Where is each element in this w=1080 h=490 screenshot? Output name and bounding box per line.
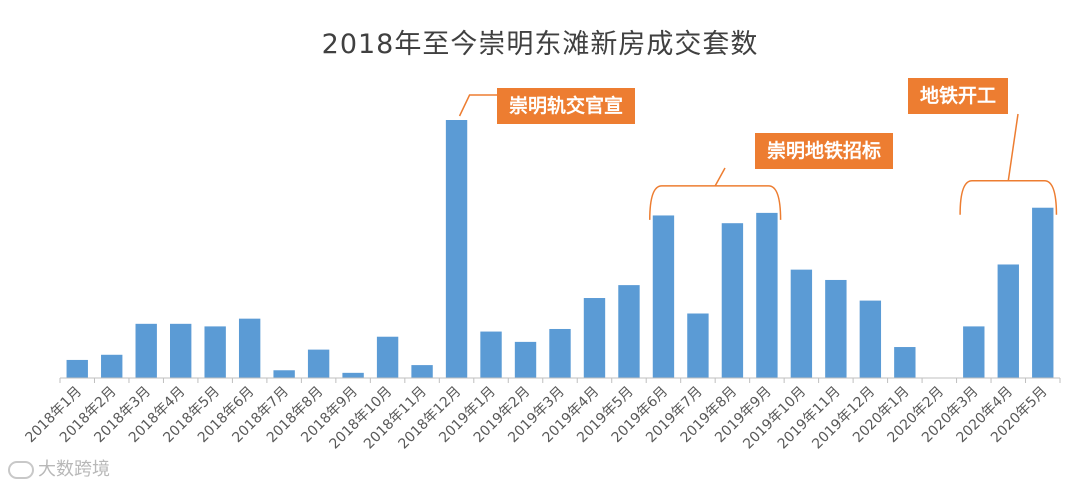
bar-2018年7月 bbox=[273, 370, 295, 378]
bar-2020年3月 bbox=[963, 326, 985, 378]
bar-2019年12月 bbox=[859, 300, 882, 378]
annotation-metro-tender: 崇明地铁招标 bbox=[755, 133, 894, 169]
bar-2019年2月 bbox=[514, 341, 537, 378]
bar-2019年4月 bbox=[583, 298, 606, 378]
annotation-leader-line bbox=[458, 94, 497, 117]
bar-2018年10月 bbox=[376, 336, 399, 378]
bar-2018年8月 bbox=[307, 349, 330, 378]
bar-2019年8月 bbox=[721, 223, 744, 378]
bar-2020年4月 bbox=[997, 264, 1019, 378]
bar-2018年1月 bbox=[66, 359, 88, 378]
bar-2018年3月 bbox=[135, 323, 157, 378]
annotation-bracket-construction-pointer bbox=[1007, 113, 1019, 181]
bar-2020年5月 bbox=[1032, 207, 1054, 378]
bar-2019年1月 bbox=[480, 331, 502, 378]
watermark-logo-icon bbox=[8, 461, 34, 479]
bar-2018年9月 bbox=[342, 372, 364, 378]
bar-2019年5月 bbox=[618, 285, 640, 378]
bar-2020年1月 bbox=[894, 347, 916, 378]
chart-title: 2018年至今崇明东滩新房成交套数 bbox=[321, 29, 759, 60]
bar-2018年2月 bbox=[101, 354, 123, 378]
watermark: 大数跨境 bbox=[8, 455, 110, 481]
annotation-rail-announcement: 崇明轨交官宣 bbox=[497, 88, 636, 124]
watermark-text: 大数跨境 bbox=[38, 459, 110, 480]
bar-2018年12月 bbox=[445, 120, 468, 378]
annotation-metro-construction: 地铁开工 bbox=[908, 78, 1009, 114]
bar-2018年4月 bbox=[170, 323, 192, 378]
bar-2019年11月 bbox=[825, 279, 847, 378]
bar-2019年10月 bbox=[790, 269, 813, 378]
bar-2018年6月 bbox=[238, 318, 261, 378]
bar-2019年6月 bbox=[652, 215, 675, 378]
bar-2019年7月 bbox=[687, 313, 709, 378]
bar-2018年11月 bbox=[411, 365, 433, 378]
annotation-bracket-tender-pointer bbox=[714, 167, 726, 187]
bar-2019年9月 bbox=[756, 212, 778, 378]
bar-2019年3月 bbox=[549, 328, 571, 378]
bar-2018年5月 bbox=[204, 326, 226, 378]
